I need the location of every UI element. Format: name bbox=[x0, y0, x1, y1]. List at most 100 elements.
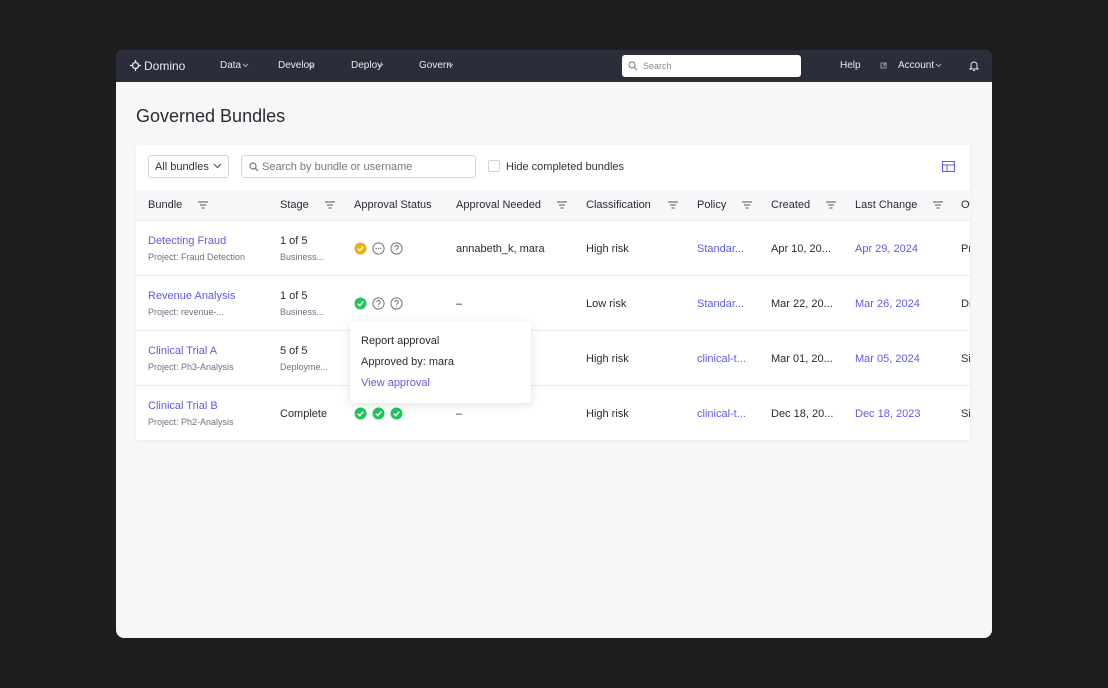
column-header: Approval Status bbox=[354, 199, 432, 211]
table-row: Clinical Trial A Project: Ph3-Analysis 5 o… bbox=[136, 330, 970, 386]
approval-status-icon bbox=[354, 242, 367, 255]
layout-icon[interactable] bbox=[942, 161, 955, 172]
nav-item[interactable]: Govern bbox=[419, 60, 452, 71]
icon-stroke bbox=[447, 63, 454, 68]
icon-stroke bbox=[377, 63, 384, 68]
last-change[interactable]: Mar 26, 2024 bbox=[855, 298, 920, 310]
icon-stroke bbox=[393, 411, 400, 417]
classification: High risk bbox=[586, 243, 629, 255]
last-change[interactable]: Dec 18, 2023 bbox=[855, 408, 921, 420]
sort-filter-icon[interactable] bbox=[325, 201, 335, 209]
column-header: Classification bbox=[586, 199, 651, 211]
created: Apr 10, 20... bbox=[771, 243, 831, 255]
icon-stroke bbox=[242, 63, 249, 68]
icon-stroke bbox=[308, 63, 315, 68]
column-header: Bundle bbox=[148, 199, 183, 211]
approval-status-icon bbox=[390, 242, 403, 255]
icon-fill bbox=[372, 407, 385, 420]
bell-icon[interactable] bbox=[969, 60, 979, 71]
policy[interactable]: Standar... bbox=[697, 298, 745, 310]
sort-filter-icon[interactable] bbox=[933, 201, 943, 209]
icon-stroke bbox=[376, 300, 381, 307]
brand[interactable]: Domino bbox=[144, 59, 186, 73]
icon-stroke bbox=[372, 297, 385, 310]
approval-needed: annabeth_k, mara bbox=[456, 243, 545, 255]
project-name: Project: Ph2-Analysis bbox=[148, 417, 234, 427]
icon-stroke bbox=[390, 242, 403, 255]
column-header: Approval Needed bbox=[456, 199, 542, 211]
policy[interactable]: Standar... bbox=[697, 243, 745, 255]
search-placeholder: Search bbox=[643, 61, 672, 71]
bundle-name[interactable]: Revenue Analysis bbox=[148, 290, 236, 302]
classification: High risk bbox=[586, 353, 629, 365]
owner: Pr bbox=[961, 243, 970, 255]
help-link[interactable]: Help bbox=[840, 60, 861, 71]
chevron bbox=[308, 63, 315, 68]
search-icon bbox=[628, 61, 638, 71]
checkbox-label[interactable]: Hide completed bundles bbox=[506, 161, 625, 173]
chevron bbox=[377, 63, 384, 68]
icon-stroke bbox=[357, 246, 364, 252]
last-change[interactable]: Apr 29, 2024 bbox=[855, 243, 918, 255]
icon-fill bbox=[390, 407, 403, 420]
popover-link[interactable]: View approval bbox=[361, 377, 430, 389]
column-header: Ow bbox=[961, 199, 970, 211]
icon-stroke bbox=[372, 242, 385, 255]
bundle-name[interactable]: Clinical Trial B bbox=[148, 400, 218, 412]
sort-filter-icon[interactable] bbox=[826, 201, 836, 209]
icon-fill bbox=[354, 297, 367, 310]
created: Mar 22, 20... bbox=[771, 298, 833, 310]
approval-status-icon bbox=[372, 242, 385, 255]
account-menu[interactable]: Account bbox=[898, 60, 935, 71]
sort-filter-icon[interactable] bbox=[557, 201, 567, 209]
project-name: Project: revenue-... bbox=[148, 307, 225, 317]
column-header: Policy bbox=[697, 199, 727, 211]
search-icon bbox=[249, 162, 259, 172]
owner: Si bbox=[961, 353, 970, 365]
icon-fill bbox=[380, 247, 382, 250]
stage: 5 of 5 bbox=[280, 345, 308, 357]
icon-stroke bbox=[394, 245, 399, 252]
bundle-search[interactable]: Search by bundle or username bbox=[241, 155, 476, 178]
stage: 1 of 5 bbox=[280, 235, 308, 247]
column-header: Last Change bbox=[855, 199, 918, 211]
icon-fill bbox=[354, 242, 367, 255]
approval-status-icon bbox=[354, 407, 367, 420]
bundle-filter[interactable]: All bundles bbox=[148, 155, 229, 178]
icon-stroke bbox=[880, 62, 887, 69]
bundle-name[interactable]: Detecting Fraud bbox=[148, 235, 227, 247]
icon-stroke bbox=[935, 63, 942, 68]
sort-filter-icon[interactable] bbox=[668, 201, 678, 209]
approval-status-icon bbox=[354, 297, 367, 310]
icon-fill bbox=[377, 247, 380, 250]
nav-item[interactable]: Data bbox=[220, 60, 242, 71]
checkbox[interactable] bbox=[488, 160, 500, 172]
project-name: Project: Fraud Detection bbox=[148, 252, 246, 262]
bundles-card: All bundles Search by bundle or username… bbox=[136, 145, 970, 440]
sort-filter-icon[interactable] bbox=[742, 201, 752, 209]
search-box[interactable]: Search bbox=[622, 55, 801, 77]
table-row: Detecting Fraud Project: Fraud Detection 1… bbox=[136, 220, 970, 276]
icon-stroke bbox=[357, 411, 364, 417]
nav-item[interactable]: Develop bbox=[278, 60, 315, 71]
approval-status-icon bbox=[372, 407, 385, 420]
page-title: Governed Bundles bbox=[136, 106, 286, 126]
created: Mar 01, 20... bbox=[771, 353, 833, 365]
policy[interactable]: clinical-t... bbox=[697, 353, 746, 365]
approval-status-icon bbox=[390, 407, 403, 420]
last-change[interactable]: Mar 05, 2024 bbox=[855, 353, 920, 365]
sort-filter-icon[interactable] bbox=[198, 201, 208, 209]
popover-approver: Approved by: mara bbox=[361, 356, 454, 368]
external-icon bbox=[880, 62, 887, 69]
stage: Complete bbox=[280, 408, 328, 420]
chevron bbox=[213, 163, 222, 169]
nav-item[interactable]: Deploy bbox=[351, 60, 383, 71]
table-header: Bundle Stage Approval Status Approval Neede… bbox=[136, 190, 970, 220]
policy[interactable]: clinical-t... bbox=[697, 408, 746, 420]
logo-icon bbox=[130, 60, 141, 71]
chevron bbox=[242, 63, 249, 68]
icon-stroke bbox=[390, 297, 403, 310]
table-row: Clinical Trial B Project: Ph2-Analysis Com… bbox=[136, 385, 970, 440]
bundle-name[interactable]: Clinical Trial A bbox=[148, 345, 218, 357]
